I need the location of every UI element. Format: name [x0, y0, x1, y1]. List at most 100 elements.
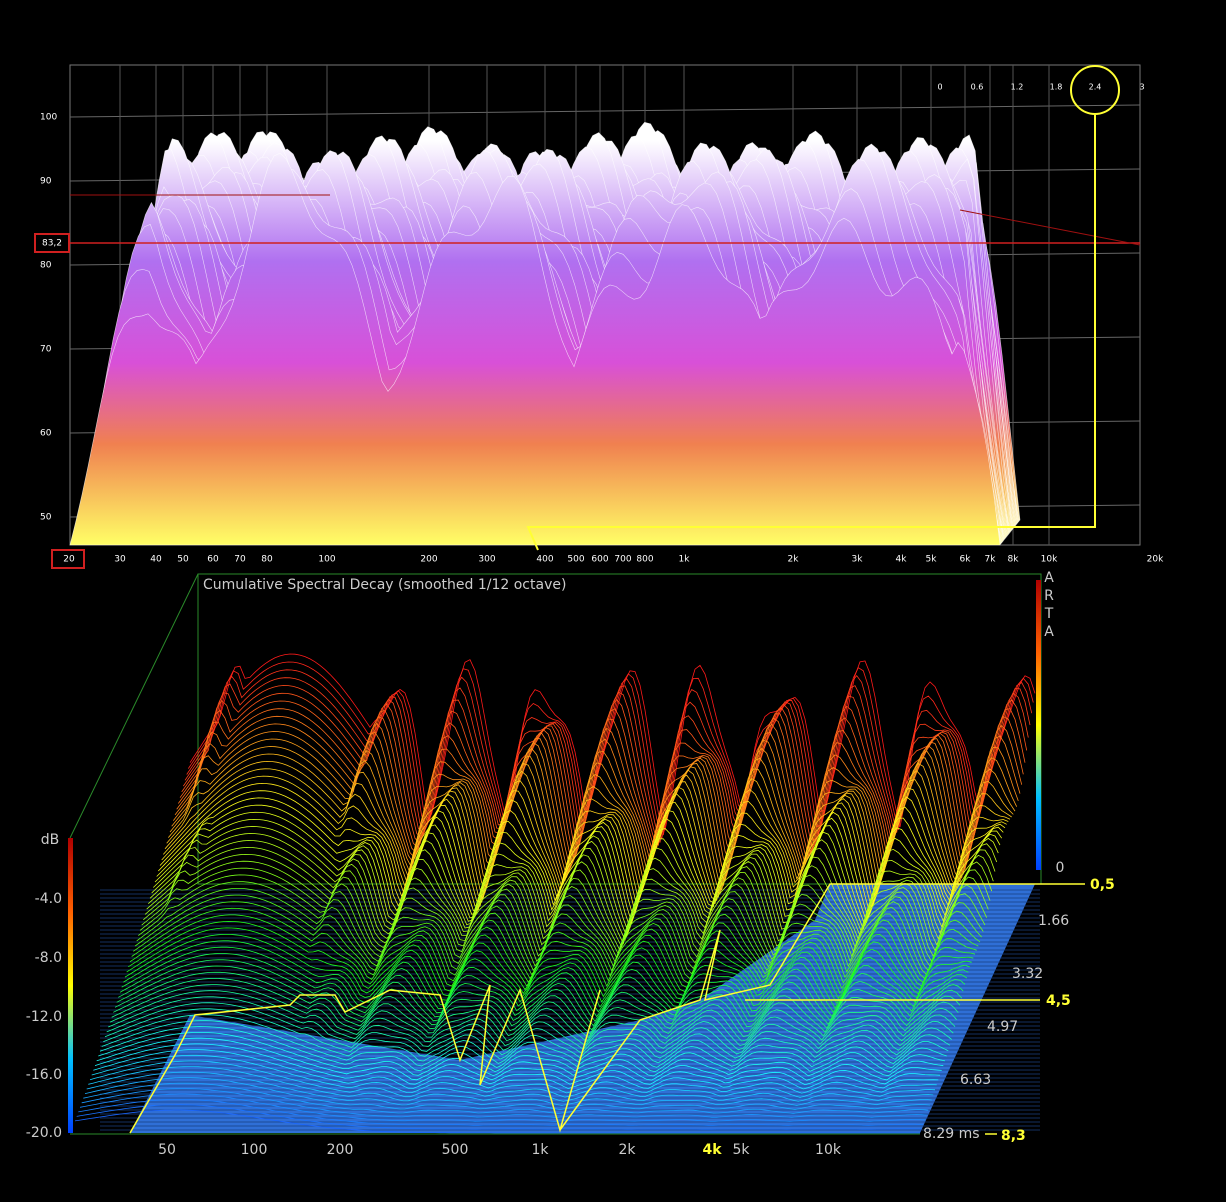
time-tick-label: 3.32 [1012, 966, 1043, 982]
decay-line [86, 1071, 932, 1106]
time-tick-label: 1.2 [1011, 83, 1024, 92]
decay-line [121, 946, 967, 1018]
decay-line [99, 1026, 946, 1073]
red-line [959, 209, 1141, 246]
decay-line [143, 860, 989, 958]
yellow-marker [526, 115, 1096, 551]
decay-line [109, 990, 956, 1047]
x-tick-label: 300 [478, 555, 495, 565]
time-tick-label: 1.66 [1038, 913, 1069, 929]
time-tick-label: 0 [937, 83, 942, 92]
x-tick-label: 40 [150, 555, 162, 565]
decay-line [138, 881, 984, 972]
decay-line [79, 1093, 926, 1122]
decay-line [182, 685, 1029, 846]
decay-line [166, 760, 1012, 893]
x-tick-label: 200 [420, 555, 437, 565]
decay-line [103, 1014, 949, 1064]
y-tick-label: 50 [40, 513, 52, 523]
decay-line [98, 1032, 944, 1077]
x-tick-label: 10k [1041, 555, 1058, 565]
bottom-waterfall [69, 573, 1085, 1135]
decay-line [136, 888, 982, 976]
x-tick-label: 8k [1008, 555, 1020, 565]
decay-line [139, 874, 986, 968]
top-waterfall [34, 65, 1141, 569]
x-tick-label: 100 [241, 1142, 268, 1158]
decay-line [133, 901, 979, 984]
decay-line [104, 1008, 951, 1060]
decay-line [84, 1077, 931, 1111]
db-tick-label: -12.0 [26, 1009, 62, 1025]
annotation: 4,5 [1046, 993, 1071, 1009]
db-tick-label: -16.0 [26, 1067, 62, 1083]
grid-line [69, 104, 1141, 118]
x-tick-label: 5k [732, 1142, 750, 1158]
decay-line [78, 1099, 924, 1126]
chart-title: Cumulative Spectral Decay (smoothed 1/12… [203, 577, 566, 593]
frame-edge [69, 573, 199, 839]
zero-label: 0 [1056, 860, 1065, 876]
decay-line [126, 927, 972, 1004]
db-color-scale [68, 838, 73, 1133]
x-tick-label: 2k [618, 1142, 636, 1158]
decay-line [172, 731, 1019, 875]
time-tick-label: 1.8 [1050, 83, 1063, 92]
time-tick-label: 4.97 [987, 1019, 1018, 1035]
x-tick-label: 2k [788, 555, 800, 565]
decay-line [163, 775, 1009, 905]
decay-line [141, 867, 988, 963]
x-tick-label: 600 [591, 555, 608, 565]
y-tick-label: 90 [40, 177, 52, 187]
surface-slice [69, 152, 1001, 546]
level-marker: 83,2 [42, 239, 62, 249]
brand-letter: R [1044, 588, 1054, 604]
x-tick-label: 6k [960, 555, 972, 565]
decay-line [111, 984, 957, 1043]
decay-line [118, 959, 964, 1027]
annotation: 0,5 [1090, 877, 1115, 893]
decay-line [161, 782, 1007, 910]
decay-line [129, 914, 976, 995]
x-tick-label: 5k [926, 555, 938, 565]
red-box [51, 549, 85, 569]
decay-line [164, 768, 1011, 899]
x-tick-label: 80 [261, 555, 273, 565]
decay-line [88, 1066, 934, 1102]
brand-letter: T [1044, 606, 1054, 622]
x-tick-label: 800 [636, 555, 653, 565]
y-tick-label: 100 [40, 113, 57, 123]
decay-line [176, 715, 1023, 866]
decay-line [93, 1049, 939, 1090]
decay-line [159, 790, 1006, 915]
time-tick-label: 6.63 [960, 1072, 991, 1088]
decay-line [187, 661, 1034, 836]
yellow-circle [1070, 65, 1120, 115]
x-tick-label: 50 [158, 1142, 176, 1158]
decay-line [119, 953, 966, 1022]
decay-line [101, 1020, 947, 1069]
decay-line [83, 1082, 929, 1115]
annotation: 8,3 [1001, 1128, 1026, 1144]
x-tick-label: 3k [852, 555, 864, 565]
decay-line [81, 1088, 927, 1119]
decay-line [96, 1037, 942, 1081]
decay-line [76, 1104, 922, 1130]
decay-line [169, 746, 1016, 883]
decay-line [177, 708, 1024, 860]
decay-line [174, 723, 1021, 871]
decay-line [131, 907, 977, 989]
x-tick-label: 50 [177, 555, 189, 565]
decay-line [158, 797, 1004, 919]
db-tick-label: -4.0 [35, 891, 62, 907]
x-tick-label: 30 [114, 555, 126, 565]
x-tick-label: 20k [1147, 555, 1164, 565]
decay-line [114, 971, 961, 1035]
decay-line [124, 934, 971, 1009]
x-tick-label: 700 [614, 555, 631, 565]
brand-letter: A [1044, 624, 1054, 640]
decay-line [184, 677, 1031, 843]
